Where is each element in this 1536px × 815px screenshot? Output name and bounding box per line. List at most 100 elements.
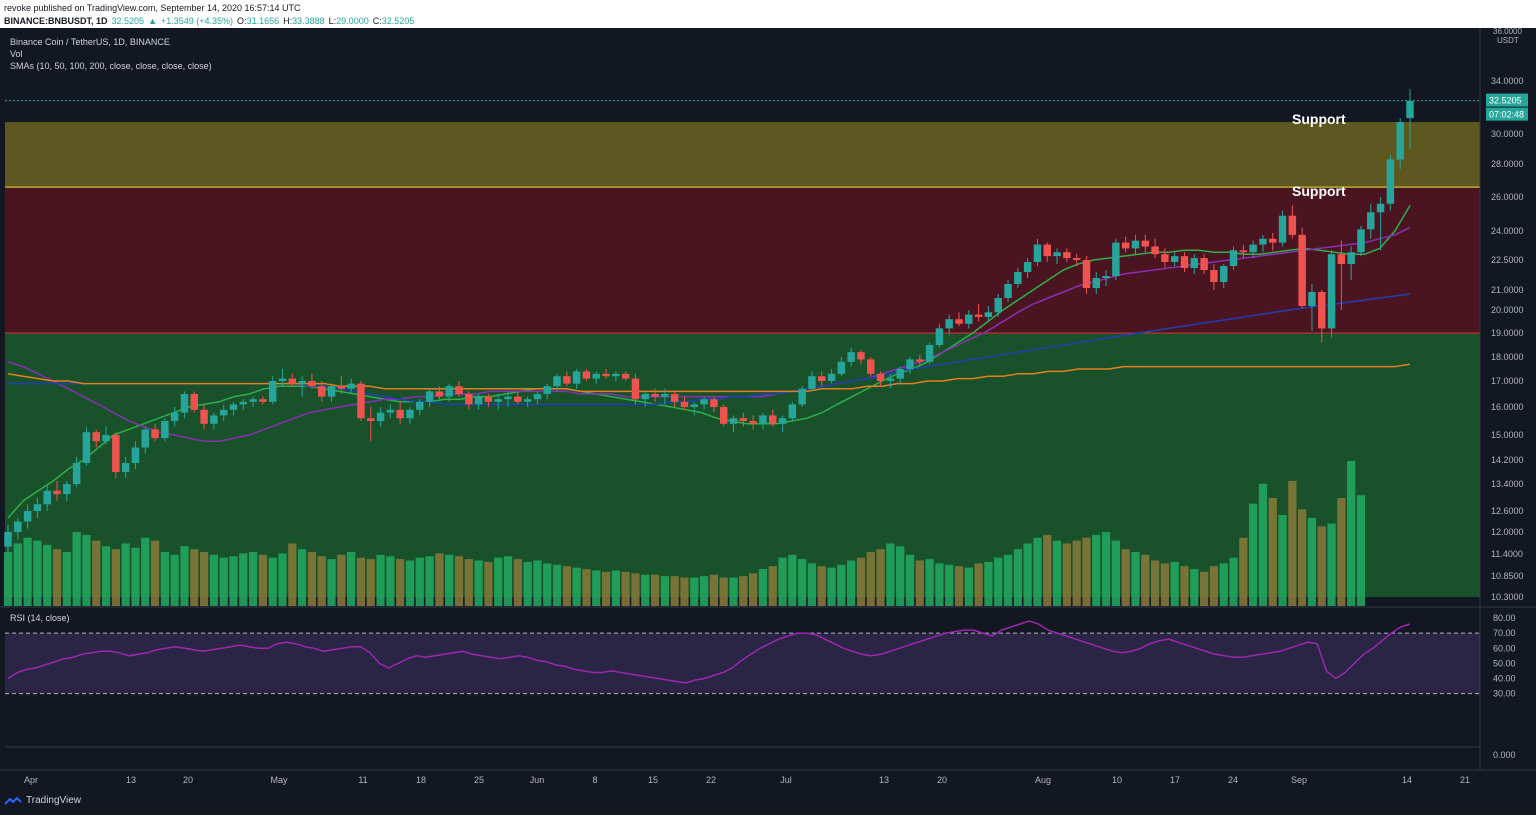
candle-body (759, 415, 767, 424)
candle-body (1386, 159, 1395, 204)
volume-bar (1317, 526, 1326, 606)
candle (1102, 270, 1110, 286)
candle-body (631, 378, 640, 400)
candle (1249, 240, 1257, 259)
volume-bar (768, 566, 777, 606)
candle-body (651, 394, 659, 397)
volume-bar (1347, 461, 1356, 606)
tradingview-brand[interactable]: TradingView (4, 795, 81, 806)
volume-bar (298, 549, 307, 606)
candle-body (1347, 252, 1355, 264)
time-tick-label: 21 (1460, 775, 1470, 785)
candle (1170, 252, 1179, 266)
volume-bar (1356, 495, 1366, 606)
candle (1239, 244, 1248, 259)
candle-body (1141, 240, 1150, 247)
candle (827, 369, 836, 384)
price-tick-label: 26.0000 (1491, 192, 1524, 202)
candle (455, 381, 463, 397)
candle-body (837, 361, 846, 374)
candle-body (1200, 258, 1208, 270)
candle-body (151, 429, 159, 439)
volume-bar (562, 566, 571, 606)
candle (612, 371, 620, 381)
candle-body (43, 490, 51, 505)
volume-bar (915, 560, 924, 606)
candle (131, 441, 140, 469)
candle (739, 412, 748, 427)
time-tick-label: 22 (706, 775, 716, 785)
candle (670, 391, 679, 407)
candle-body (396, 409, 404, 419)
candle (837, 357, 846, 377)
volume-bar (699, 576, 709, 606)
time-tick-label: 20 (937, 775, 947, 785)
candle-body (1327, 254, 1336, 329)
volume-bar (1298, 509, 1307, 606)
candle (788, 401, 797, 421)
candle (210, 412, 218, 430)
price-tick-label: 18.0000 (1491, 352, 1524, 362)
candle-body (1259, 238, 1267, 245)
volume-bar (964, 567, 973, 606)
volume-bar (876, 549, 885, 606)
rsi-tick-label: 60.00 (1493, 643, 1516, 653)
candle-body (847, 352, 855, 362)
volume-bar (827, 567, 836, 606)
candle-body (1121, 242, 1130, 249)
candle (1357, 225, 1365, 257)
volume-bar (494, 557, 503, 606)
candle-body (318, 386, 326, 397)
price-axis-top: 36.0000 (1493, 27, 1522, 36)
volume-bar (660, 576, 669, 606)
candle (151, 423, 159, 442)
rsi-line (7, 620, 1411, 684)
volume-bar (101, 546, 111, 606)
candle (925, 342, 934, 365)
volume-bar (337, 554, 346, 606)
volume-bar (131, 547, 140, 606)
volume-bar (1229, 557, 1238, 606)
candle-body (661, 394, 669, 397)
candle-body (1269, 238, 1277, 243)
candle-body (592, 373, 600, 379)
volume-bar (817, 566, 826, 606)
candle (190, 391, 199, 413)
candle-body (1396, 122, 1404, 160)
volume-bar (1003, 554, 1013, 606)
candle-body (465, 394, 473, 405)
rsi-legend: RSI (14, close) (10, 613, 70, 623)
volume-bar (1131, 551, 1140, 606)
candle (180, 391, 189, 419)
volume-bar (709, 574, 719, 606)
price-tick-label: 12.0000 (1491, 527, 1524, 537)
chart-background (0, 28, 1536, 790)
volume-bar (160, 551, 169, 606)
volume-bar (1288, 480, 1297, 606)
candle-body (92, 432, 100, 442)
candle (504, 391, 512, 407)
price-tick-label: 20.0000 (1491, 305, 1524, 315)
candle-body (298, 381, 306, 384)
candle-body (778, 418, 787, 424)
time-tick-label: Apr (24, 775, 38, 785)
candle (416, 399, 424, 416)
volume-bar (1190, 569, 1199, 606)
candle (935, 323, 944, 348)
candle (1004, 280, 1012, 302)
candle-body (827, 373, 836, 381)
time-tick-label: 24 (1228, 775, 1238, 785)
candle-body (1180, 256, 1189, 268)
candle (1151, 238, 1159, 259)
candle (1131, 234, 1140, 255)
candle-body (1170, 256, 1179, 262)
volume-bar (739, 576, 748, 606)
time-tick-label: 25 (474, 775, 484, 785)
candle-body (229, 404, 238, 410)
candle-body (386, 409, 395, 413)
candle (1298, 227, 1306, 308)
volume-bar (601, 571, 611, 606)
candle (53, 481, 61, 501)
candle-body (1229, 250, 1238, 266)
